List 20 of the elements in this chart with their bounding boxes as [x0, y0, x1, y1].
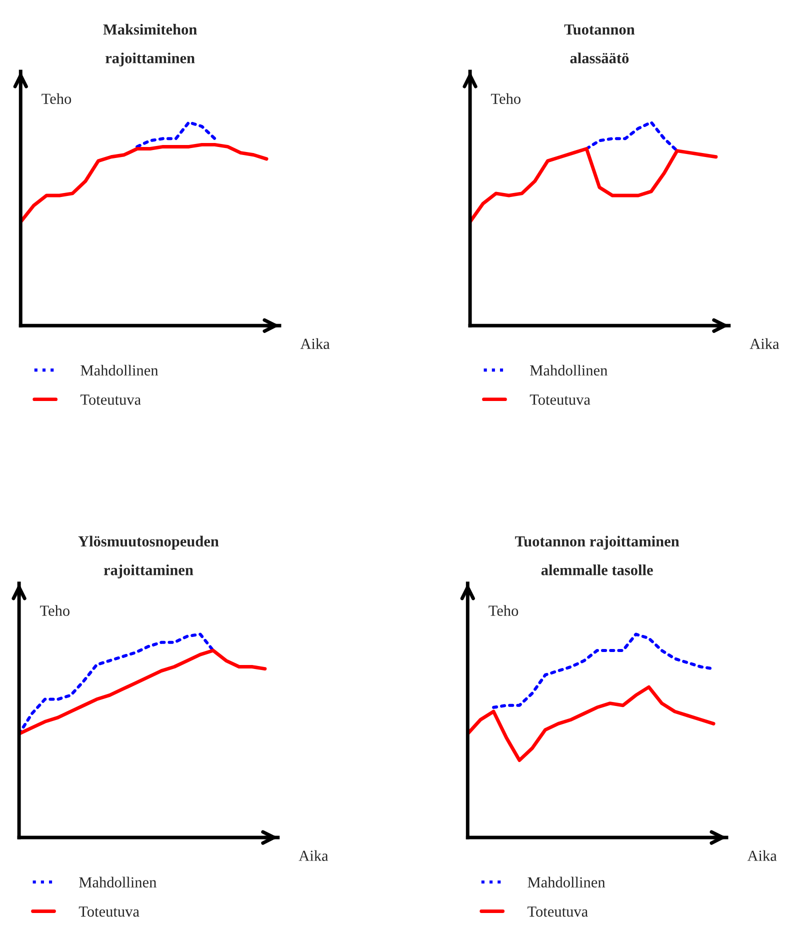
legend-label: Toteutuva [80, 394, 141, 405]
chart-title: Tuotannon rajoittaminen alemmalle tasolle [515, 536, 680, 576]
x-axis-title: Aika [298, 850, 328, 861]
y-axis-title: Teho [488, 605, 518, 616]
chart-title: Ylösmuutosnopeuden rajoittaminen [78, 536, 219, 578]
y-axis-title: Teho [40, 605, 70, 616]
legend-label: Toteutuva [78, 906, 140, 917]
y-axis-title: Teho [42, 93, 72, 104]
legend-label: Mahdollinen [530, 364, 608, 376]
legend-label: Toteutuva [528, 906, 588, 917]
legend-label: Mahdollinen [79, 876, 156, 888]
x-axis-title: Aika [300, 338, 330, 350]
legend-label: Mahdollinen [80, 364, 158, 376]
chart-title: Maksimitehon rajoittaminen [103, 24, 197, 66]
x-axis-title: Aika [747, 850, 777, 861]
legend-label: Toteutuva [530, 394, 590, 405]
legend-label: Mahdollinen [528, 876, 606, 888]
x-axis-title: Aika [750, 338, 780, 350]
chart-title: Tuotannon alassäätö [564, 24, 635, 64]
y-axis-title: Teho [491, 93, 520, 104]
